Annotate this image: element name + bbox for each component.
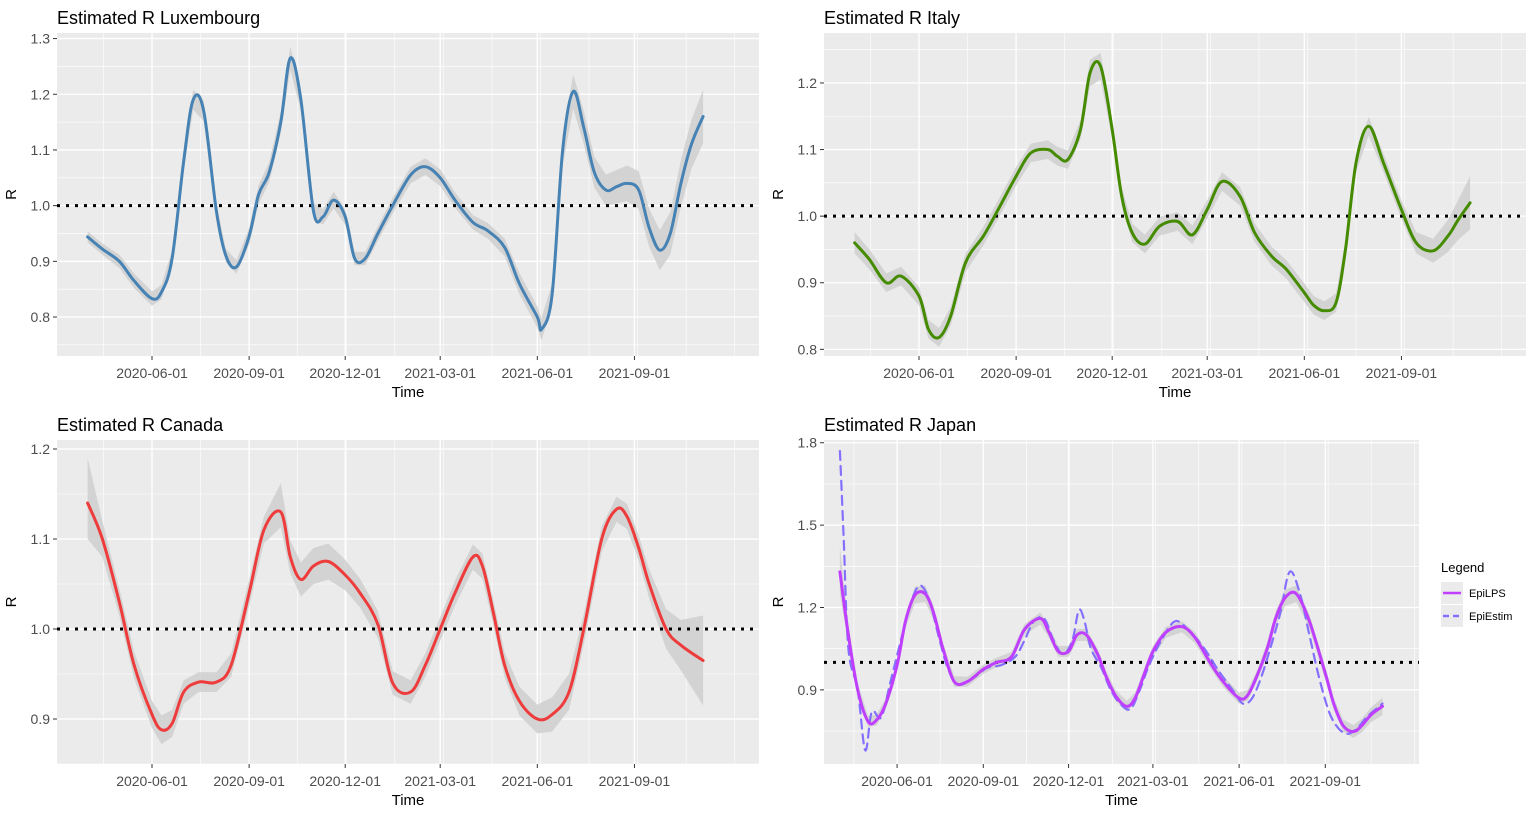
x-tick-label: 2021-03-01 [1117, 773, 1189, 789]
x-axis-label: Time [1105, 792, 1138, 809]
y-tick-label: 1.3 [31, 31, 51, 47]
x-tick-label: 2021-09-01 [599, 773, 671, 789]
y-tick-label: 0.9 [31, 253, 51, 269]
y-tick-label: 1.2 [31, 441, 51, 457]
x-tick-label: 2021-09-01 [1289, 773, 1361, 789]
y-tick-label: 1.1 [31, 142, 51, 158]
y-tick-label: 0.9 [31, 711, 51, 727]
x-axis-label: Time [392, 384, 425, 401]
y-tick-label: 1.0 [31, 198, 51, 214]
chart-panel-2: 2020-06-01 2020-09-01 2020-12-01 2021-03-01… [770, 8, 1526, 401]
x-tick-label: 2020-06-01 [861, 773, 933, 789]
y-tick-label: 1.1 [798, 142, 818, 158]
series-line-r [86, 56, 705, 332]
y-tick-label: 0.9 [798, 275, 818, 291]
y-tick-label: 0.8 [31, 309, 51, 325]
plot-area [824, 33, 1526, 356]
y-tick-label: 1.0 [798, 208, 818, 224]
y-axis-label: R [770, 596, 787, 607]
x-axis-label: Time [392, 792, 425, 809]
x-tick-label: 2020-09-01 [947, 773, 1019, 789]
y-axis-label: R [3, 596, 20, 607]
x-tick-label: 2020-09-01 [213, 773, 285, 789]
chart-title: Estimated R Luxembourg [57, 8, 260, 28]
confidence-band [839, 547, 1383, 738]
x-tick-label: 2020-06-01 [116, 365, 188, 381]
x-tick-label: 2020-12-01 [1076, 365, 1148, 381]
legend: Legend EpiLPS EpiEstim [1441, 560, 1512, 627]
x-tick-label: 2021-03-01 [404, 365, 476, 381]
series-line-r [86, 501, 705, 732]
y-axis-label: R [3, 189, 20, 200]
legend-label: EpiLPS [1469, 588, 1506, 600]
x-tick-label: 2020-12-01 [309, 773, 381, 789]
x-tick-label: 2020-09-01 [980, 365, 1052, 381]
x-tick-label: 2021-09-01 [599, 365, 671, 381]
x-tick-label: 2021-06-01 [1269, 365, 1341, 381]
chart-title: Estimated R Canada [57, 415, 224, 435]
x-tick-label: 2020-06-01 [116, 773, 188, 789]
y-tick-label: 1.2 [31, 86, 51, 102]
x-tick-label: 2021-06-01 [1203, 773, 1275, 789]
x-tick-label: 2021-06-01 [502, 773, 574, 789]
x-tick-label: 2020-09-01 [213, 365, 285, 381]
x-tick-label: 2021-06-01 [502, 365, 574, 381]
chart-panel-1: 2020-06-01 2020-09-01 2020-12-01 2021-03-01… [3, 8, 759, 401]
legend-title: Legend [1441, 560, 1484, 575]
legend-key [1441, 605, 1463, 627]
x-tick-label: 2020-06-01 [883, 365, 955, 381]
y-tick-label: 1.5 [798, 517, 818, 533]
x-tick-label: 2020-12-01 [309, 365, 381, 381]
y-tick-label: 1.8 [798, 435, 818, 451]
x-tick-label: 2021-03-01 [404, 773, 476, 789]
y-tick-label: 1.2 [798, 75, 818, 91]
legend-label: EpiEstim [1469, 611, 1512, 623]
chart-panel-4: 2020-06-01 2020-09-01 2020-12-01 2021-03-01… [770, 415, 1512, 809]
plot-area [57, 33, 759, 356]
x-tick-label: 2020-12-01 [1033, 773, 1105, 789]
chart-title: Estimated R Japan [824, 415, 976, 435]
series-line-epilps [838, 570, 1384, 734]
y-axis-label: R [770, 189, 787, 200]
y-tick-label: 0.8 [798, 341, 818, 357]
confidence-band [87, 46, 704, 341]
y-tick-label: 1.1 [31, 531, 51, 547]
x-tick-label: 2021-09-01 [1366, 365, 1438, 381]
x-tick-label: 2021-03-01 [1171, 365, 1243, 381]
y-tick-label: 0.9 [798, 682, 818, 698]
x-axis-label: Time [1159, 384, 1192, 401]
series-line-r [853, 59, 1472, 340]
y-tick-label: 1.2 [798, 599, 818, 615]
chart-panel-3: 2020-06-01 2020-09-01 2020-12-01 2021-03-01… [3, 415, 759, 809]
y-tick-label: 1.0 [31, 621, 51, 637]
chart-title: Estimated R Italy [824, 8, 960, 28]
